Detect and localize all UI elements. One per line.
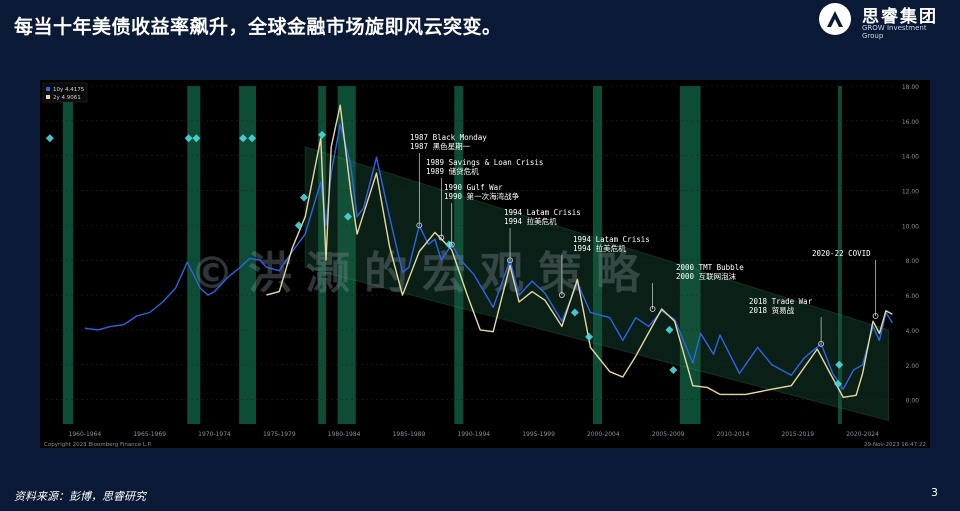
legend-entry: 2y 4.9061: [53, 95, 81, 101]
annotation-point: [649, 306, 656, 312]
annotation-label: 1994 Latam Crisis: [504, 208, 581, 217]
event-marker: [318, 130, 327, 139]
legend-swatch: [46, 87, 50, 91]
annotation-point: [818, 340, 825, 347]
legend-swatch: [46, 95, 50, 99]
annotation-label: 2018 贸易战: [749, 305, 795, 315]
series-line-10y: [84, 123, 893, 390]
x-tick-label: 2000-2004: [587, 431, 620, 438]
chart-panel: ©洪灏的宏观策略 1987 Black Monday 1987 黑色星期一 1989…: [40, 80, 930, 448]
x-tick-label: 1965-1969: [133, 431, 166, 438]
x-tick-label: 1995-1999: [522, 431, 555, 438]
y-tick-label: 10.00: [902, 223, 919, 230]
event-marker: [45, 134, 54, 143]
x-tick-label: 2005-2009: [652, 431, 685, 438]
y-tick-label: 8.00: [906, 258, 920, 265]
legend-entry: 10y 4.4175: [53, 87, 85, 93]
x-tick-label: 1985-1989: [393, 431, 426, 438]
event-marker: [833, 379, 842, 388]
annotation-label: 2000 TMT Bubble: [676, 263, 744, 272]
event-marker: [299, 193, 308, 202]
annotation-label: 1989 Savings & Loan Crisis: [426, 158, 543, 167]
x-tick-label: 2015-2019: [781, 431, 814, 438]
event-marker: [192, 134, 201, 143]
annotation-label: 1994 拉美危机: [504, 216, 557, 226]
logo-subtitle: GROW Investment Group: [862, 24, 927, 40]
series-lines: [84, 104, 893, 398]
company-logo: 思睿集团 GROW Investment Group: [818, 2, 948, 40]
recession-band: [187, 86, 201, 424]
y-tick-label: 2.00: [906, 363, 920, 370]
source-note: 资料来源：彭博，思睿研究: [14, 490, 146, 503]
event-marker: [184, 134, 193, 143]
recession-band: [592, 86, 603, 424]
annotation-point: [438, 234, 445, 241]
axes: 0.00 2.00 4.00 6.00 8.00 10.00 12.00 14.00 16.00…: [69, 84, 920, 438]
annotation-point: [448, 241, 455, 248]
grid: [46, 85, 895, 400]
annotation-point: [558, 292, 565, 298]
legend: 10y 4.4175 2y 4.9061: [42, 82, 88, 103]
y-tick-label: 12.00: [902, 189, 919, 196]
annotation-label: 1990 Gulf War: [444, 183, 503, 192]
watermark-layer: ©洪灏的宏观策略: [190, 248, 654, 299]
x-tick-label: 1980-1984: [328, 431, 361, 438]
annotation-label: 1987 Black Monday: [410, 133, 487, 142]
annotation-label: 1990 第一次海湾战争: [444, 191, 520, 201]
annotation-label: 2020-22 COVID: [812, 249, 871, 258]
y-tick-label: 6.00: [906, 293, 920, 300]
annotation-label: 2000 互联网泡沫: [676, 271, 737, 281]
event-marker: [570, 308, 579, 317]
annotation-point: [507, 257, 513, 264]
y-tick-label: 18.00: [902, 84, 919, 91]
annotation-point: [416, 222, 423, 229]
y-tick-label: 14.00: [902, 154, 919, 161]
x-tick-label: 1970-1974: [198, 431, 231, 438]
downtrend-channel: [304, 146, 890, 422]
annotation-label: 1994 Latam Crisis: [573, 235, 650, 244]
annotation-label: 2018 Trade War: [749, 297, 813, 306]
event-markers: [45, 130, 844, 388]
event-marker: [835, 360, 844, 369]
recession-band: [837, 86, 842, 424]
event-marker: [665, 325, 674, 334]
x-tick-label: 2020-2024: [846, 431, 879, 438]
annotation-label: 1994 拉美危机: [573, 243, 626, 253]
event-marker: [669, 365, 678, 374]
recession-band: [239, 86, 256, 424]
chart-timestamp: 29-Nov-2023 16:47:22: [864, 442, 926, 448]
watermark-text: ©洪灏的宏观策略: [190, 248, 654, 299]
logo-brand: 思睿集团: [862, 7, 938, 27]
recession-band: [318, 86, 326, 424]
x-tick-label: 1975-1979: [263, 431, 296, 438]
recession-band: [62, 86, 74, 424]
annotation-point: [872, 313, 879, 319]
chart-meta: Copyright 2023 Bloomberg Finance L.P. 29-…: [44, 442, 926, 448]
y-tick-label: 4.00: [906, 328, 920, 335]
x-tick-label: 2010-2014: [717, 431, 750, 438]
y-tick-label: 16.00: [902, 119, 919, 126]
slide-title: 每当十年美债收益率飙升，全球金融市场旋即风云突变。: [14, 16, 502, 38]
event-marker: [294, 221, 303, 230]
logo-mark-icon: [819, 3, 851, 35]
x-tick-label: 1960-1964: [69, 431, 102, 438]
channel-band: [304, 146, 890, 422]
event-marker: [248, 134, 257, 143]
event-marker: [585, 332, 594, 341]
y-tick-label: 0.00: [906, 398, 920, 405]
event-marker: [239, 134, 248, 143]
annotation-label: 1987 黑色星期一: [410, 141, 471, 151]
series-line-2y: [266, 104, 893, 398]
recession-band: [454, 86, 464, 424]
annotation-label: 1989 储贷危机: [426, 166, 479, 176]
recession-band: [679, 86, 701, 424]
event-marker: [344, 212, 353, 221]
legend-box: [42, 82, 88, 103]
x-tick-label: 1990-1994: [457, 431, 490, 438]
chart-copyright: Copyright 2023 Bloomberg Finance L.P.: [44, 442, 152, 448]
page-number: 3: [931, 486, 938, 499]
